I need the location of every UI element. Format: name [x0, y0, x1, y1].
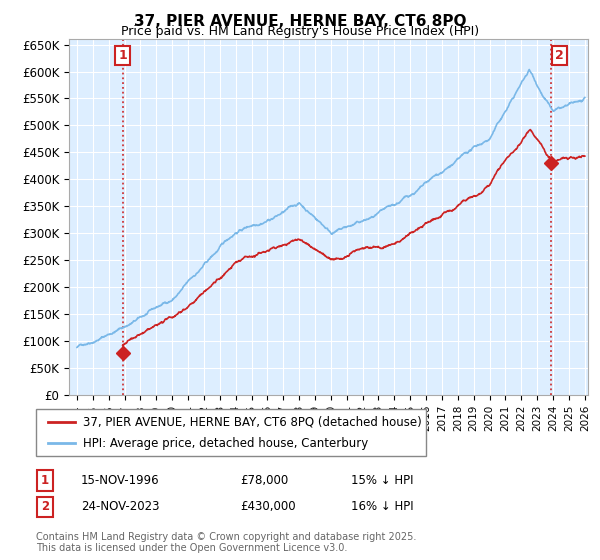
Text: 37, PIER AVENUE, HERNE BAY, CT6 8PQ (detached house): 37, PIER AVENUE, HERNE BAY, CT6 8PQ (det…: [83, 416, 422, 428]
Text: Price paid vs. HM Land Registry's House Price Index (HPI): Price paid vs. HM Land Registry's House …: [121, 25, 479, 38]
Text: 15% ↓ HPI: 15% ↓ HPI: [351, 474, 413, 487]
Text: 2: 2: [555, 49, 564, 62]
Text: 37, PIER AVENUE, HERNE BAY, CT6 8PQ: 37, PIER AVENUE, HERNE BAY, CT6 8PQ: [134, 14, 466, 29]
Text: Contains HM Land Registry data © Crown copyright and database right 2025.
This d: Contains HM Land Registry data © Crown c…: [36, 531, 416, 553]
Text: 24-NOV-2023: 24-NOV-2023: [81, 500, 160, 514]
FancyBboxPatch shape: [36, 409, 426, 456]
Text: 1: 1: [118, 49, 127, 62]
Text: £430,000: £430,000: [240, 500, 296, 514]
Text: 16% ↓ HPI: 16% ↓ HPI: [351, 500, 413, 514]
Text: HPI: Average price, detached house, Canterbury: HPI: Average price, detached house, Cant…: [83, 437, 368, 450]
Text: 1: 1: [41, 474, 49, 487]
Text: 15-NOV-1996: 15-NOV-1996: [81, 474, 160, 487]
Text: 2: 2: [41, 500, 49, 514]
Text: £78,000: £78,000: [240, 474, 288, 487]
